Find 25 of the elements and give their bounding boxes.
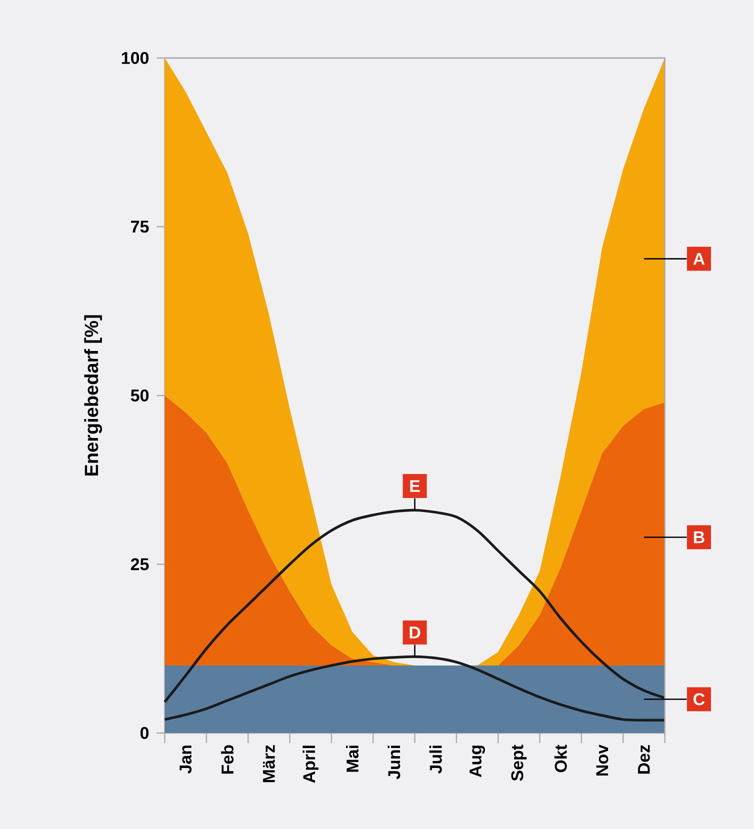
line-series bbox=[164, 508, 666, 704]
x-tick-label: Juli bbox=[429, 746, 442, 774]
x-tick-label: Nov bbox=[596, 744, 608, 776]
y-tick-label: 100 bbox=[122, 52, 149, 64]
x-tick-label: Okt bbox=[554, 744, 567, 772]
x-tick-label: Mai bbox=[346, 746, 359, 772]
line-series bbox=[164, 655, 666, 722]
x-tick-label: Jan bbox=[180, 746, 192, 774]
series-label: C bbox=[694, 693, 705, 706]
series-label: A bbox=[693, 252, 705, 265]
series-label: E bbox=[410, 480, 420, 492]
y-tick-label: 75 bbox=[131, 220, 149, 233]
x-tick-label: Feb bbox=[221, 745, 234, 774]
x-tick-label: Sept bbox=[511, 744, 527, 781]
x-tick-label: Aug bbox=[470, 746, 486, 778]
y-tick-label: 0 bbox=[140, 726, 149, 740]
x-tick-label: Juni bbox=[388, 746, 400, 780]
x-tick-label: März bbox=[263, 745, 276, 782]
y-tick-label: 50 bbox=[130, 389, 149, 402]
y-axis-title: Energiebedarf [%] bbox=[84, 315, 102, 476]
x-tick-label: Dez bbox=[638, 745, 650, 774]
series-label: B bbox=[694, 531, 704, 544]
x-tick-label: April bbox=[302, 746, 319, 783]
y-tick-label: 25 bbox=[131, 558, 149, 570]
series-label: D bbox=[410, 626, 420, 638]
